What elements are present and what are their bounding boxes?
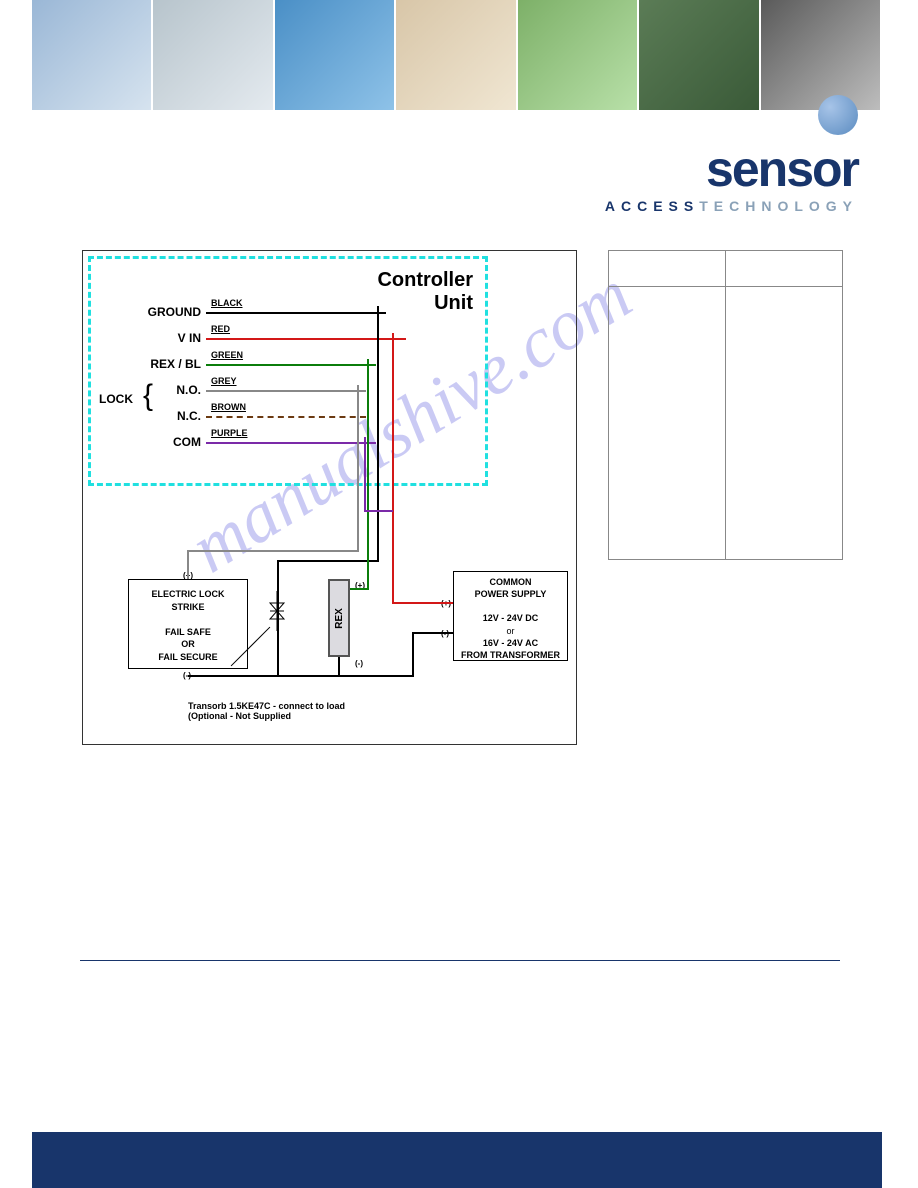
wiring-diagram: Controller Unit GROUNDBLACKV INREDREX / … xyxy=(82,250,577,745)
controller-unit-box: Controller Unit GROUNDBLACKV INREDREX / … xyxy=(88,256,488,486)
collage-cell xyxy=(639,0,760,110)
wire-segment xyxy=(206,364,376,366)
polarity-minus: (-) xyxy=(355,659,363,668)
psu-line: or xyxy=(506,626,514,636)
polarity-plus: (+) xyxy=(441,599,451,608)
wire-color-label: BROWN xyxy=(211,402,246,412)
side-table-body-cell xyxy=(609,287,726,559)
polarity-minus: (-) xyxy=(183,671,191,680)
psu-line: COMMON xyxy=(490,577,532,587)
logo-word: sensor xyxy=(706,141,858,197)
strike-line: STRIKE xyxy=(171,602,204,612)
controller-title-line2: Unit xyxy=(434,292,473,314)
psu-line: FROM TRANSFORMER xyxy=(461,650,560,660)
side-table-header-cell xyxy=(609,251,726,286)
wire-color-label: PURPLE xyxy=(211,428,248,438)
polarity-minus: (-) xyxy=(441,629,449,638)
collage-cell xyxy=(153,0,274,110)
transorb-note: Transorb 1.5KE47C - connect to load (Opt… xyxy=(188,701,345,721)
terminal-label: V IN xyxy=(101,331,201,345)
wire-segment xyxy=(206,442,376,444)
logo-tag-light: TECHNOLOGY xyxy=(699,198,858,214)
collage-cell xyxy=(518,0,639,110)
electric-lock-strike-block: ELECTRIC LOCK STRIKE FAIL SAFE OR FAIL S… xyxy=(128,579,248,669)
rex-label: REX xyxy=(334,608,345,629)
controller-title: Controller Unit xyxy=(377,269,473,315)
psu-line: 12V - 24V DC xyxy=(483,613,539,623)
collage-cell xyxy=(32,0,153,110)
side-table-body xyxy=(609,287,842,559)
side-info-table xyxy=(608,250,843,560)
controller-title-line1: Controller xyxy=(377,269,473,291)
polarity-plus: (+) xyxy=(355,581,365,590)
collage-cell xyxy=(275,0,396,110)
terminal-label: COM xyxy=(101,435,201,449)
terminal-row: COMPURPLE xyxy=(101,434,201,460)
strike-line: FAIL SECURE xyxy=(158,652,217,662)
brand-logo: sensor ACCESSTECHNOLOGY xyxy=(605,95,858,216)
strike-line: OR xyxy=(181,639,195,649)
terminal-label: REX / BL xyxy=(101,357,201,371)
wire-segment xyxy=(206,390,366,392)
strike-line: ELECTRIC LOCK xyxy=(152,589,225,599)
wire-color-label: BLACK xyxy=(211,298,243,308)
terminal-row: GROUNDBLACK xyxy=(101,304,201,330)
strike-line: FAIL SAFE xyxy=(165,627,211,637)
polarity-plus: (+) xyxy=(183,571,193,580)
rex-button-block: REX xyxy=(328,579,350,657)
wire-segment xyxy=(206,416,366,418)
side-table-header-cell xyxy=(726,251,842,286)
transorb-icon xyxy=(268,591,286,631)
wire-segment xyxy=(206,338,406,340)
side-table-header xyxy=(609,251,842,287)
collage-cell xyxy=(761,0,882,110)
wire-segment xyxy=(206,312,386,314)
lock-brace: { xyxy=(143,379,153,413)
terminal-label: GROUND xyxy=(101,305,201,319)
note-line: (Optional - Not Supplied xyxy=(188,711,291,721)
collage-cell xyxy=(396,0,517,110)
power-supply-block: COMMON POWER SUPPLY 12V - 24V DC or 16V … xyxy=(453,571,568,661)
separator-line xyxy=(80,960,840,961)
note-line: Transorb 1.5KE47C - connect to load xyxy=(188,701,345,711)
wire-color-label: RED xyxy=(211,324,230,334)
header-image-strip xyxy=(32,0,882,110)
lock-label: LOCK xyxy=(99,392,133,406)
psu-line: 16V - 24V AC xyxy=(483,638,538,648)
logo-tag-strong: ACCESS xyxy=(605,198,699,214)
globe-icon xyxy=(818,95,858,135)
wire-color-label: GREY xyxy=(211,376,237,386)
wire-color-label: GREEN xyxy=(211,350,243,360)
side-table-body-cell xyxy=(726,287,842,559)
footer-bar xyxy=(32,1132,882,1188)
psu-line: POWER SUPPLY xyxy=(475,589,547,599)
terminal-row: V INRED xyxy=(101,330,201,356)
